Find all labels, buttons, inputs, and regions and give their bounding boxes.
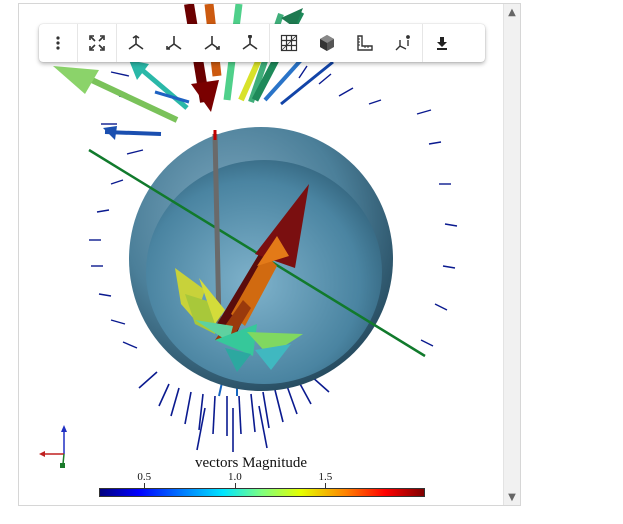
axis-view-1-icon[interactable] xyxy=(117,24,155,62)
axis-view-3-icon[interactable] xyxy=(193,24,231,62)
colorbar-title: vectors Magnitude xyxy=(195,455,308,471)
toolbar-divider xyxy=(422,24,423,62)
small-vectors xyxy=(89,65,458,452)
axis-view-2-icon[interactable] xyxy=(155,24,193,62)
colorbar-tick-mark xyxy=(325,483,327,488)
axes-info-icon[interactable] xyxy=(384,24,422,62)
more-options-icon[interactable] xyxy=(39,24,77,62)
colorbar-tick-label: 0.5 xyxy=(137,471,152,483)
inner-vectors xyxy=(175,130,309,372)
3d-viewport[interactable]: vectors Magnitude 0.5 1.0 1.5 xyxy=(19,4,503,505)
colorbar-tick-mark xyxy=(144,483,146,488)
colorbar-tick-label: 1.5 xyxy=(318,471,333,483)
download-icon[interactable] xyxy=(423,24,461,62)
toolbar-divider xyxy=(269,24,270,62)
axis-view-4-icon[interactable] xyxy=(231,24,269,62)
scroll-down-icon[interactable]: ▼ xyxy=(508,491,516,503)
vertical-scrollbar[interactable]: ▲ ▼ xyxy=(503,4,520,505)
viewer-toolbar xyxy=(39,24,485,62)
fullscreen-icon[interactable] xyxy=(78,24,116,62)
toolbar-divider xyxy=(116,24,117,62)
toolbar-divider xyxy=(77,24,78,62)
orientation-axes xyxy=(39,425,67,468)
scene-panel: vectors Magnitude 0.5 1.0 1.5 ▲ ▼ xyxy=(18,3,521,506)
vector-field-scene xyxy=(39,4,458,468)
colorbar-tick-mark xyxy=(234,483,236,488)
scroll-up-icon[interactable]: ▲ xyxy=(508,6,516,18)
cube-icon[interactable] xyxy=(308,24,346,62)
ruler-icon[interactable] xyxy=(346,24,384,62)
colorbar-tick-label: 1.0 xyxy=(227,471,242,483)
colorbar xyxy=(99,488,425,497)
grid-icon[interactable] xyxy=(270,24,308,62)
